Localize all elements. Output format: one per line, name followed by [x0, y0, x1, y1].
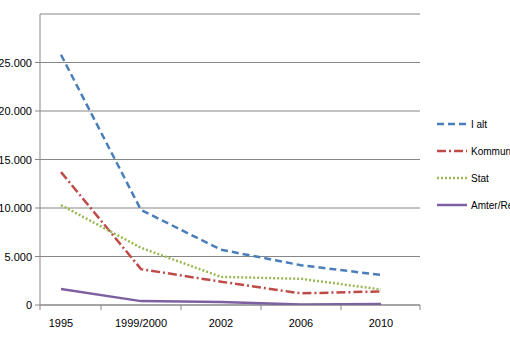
grid-line	[40, 256, 420, 257]
legend-swatch	[437, 177, 467, 180]
plot-frame	[40, 14, 420, 15]
x-tick	[101, 305, 102, 310]
series-line	[61, 172, 381, 293]
grid-line	[40, 62, 420, 63]
series-line	[61, 205, 381, 289]
y-tick-label: 0	[26, 299, 32, 311]
y-axis	[40, 14, 41, 305]
y-tick-label: 15.000	[0, 154, 32, 166]
chart: 0 5.000 10.000 15.000 20.000 25.000 1995 1999/2…	[0, 0, 510, 343]
y-tick-label: 5.000	[4, 251, 32, 263]
x-tick-label: 2006	[289, 317, 313, 329]
y-tick	[35, 305, 40, 306]
y-tick-label: 25.000	[0, 57, 32, 69]
y-tick	[35, 159, 40, 160]
x-tick	[181, 305, 182, 310]
y-tick	[35, 62, 40, 63]
y-tick-label: 20.000	[0, 105, 32, 117]
x-tick	[40, 305, 41, 310]
y-tick	[35, 256, 40, 257]
grid-line	[40, 208, 420, 209]
legend-label: Kommuner	[471, 146, 510, 157]
y-tick	[35, 208, 40, 209]
grid-line	[40, 111, 420, 112]
grid-line	[40, 159, 420, 160]
x-tick-label: 1999/2000	[115, 317, 167, 329]
legend-label: Stat	[471, 173, 489, 184]
legend: I alt Kommuner Stat Amter/Regione	[437, 119, 510, 211]
legend-swatch	[437, 150, 467, 153]
legend-label: I alt	[471, 119, 487, 130]
y-tick-label: 10.000	[0, 202, 32, 214]
x-tick	[341, 305, 342, 310]
series-line	[61, 289, 381, 305]
x-tick-label: 2010	[369, 317, 393, 329]
series-line	[61, 55, 381, 275]
legend-label: Amter/Regione	[471, 200, 510, 211]
y-tick	[35, 111, 40, 112]
series-group	[61, 55, 381, 305]
x-tick	[420, 305, 421, 310]
legend-swatch	[437, 204, 467, 207]
x-tick-label: 1995	[49, 317, 73, 329]
x-tick	[261, 305, 262, 310]
x-tick-label: 2002	[209, 317, 233, 329]
legend-swatch	[437, 123, 467, 126]
